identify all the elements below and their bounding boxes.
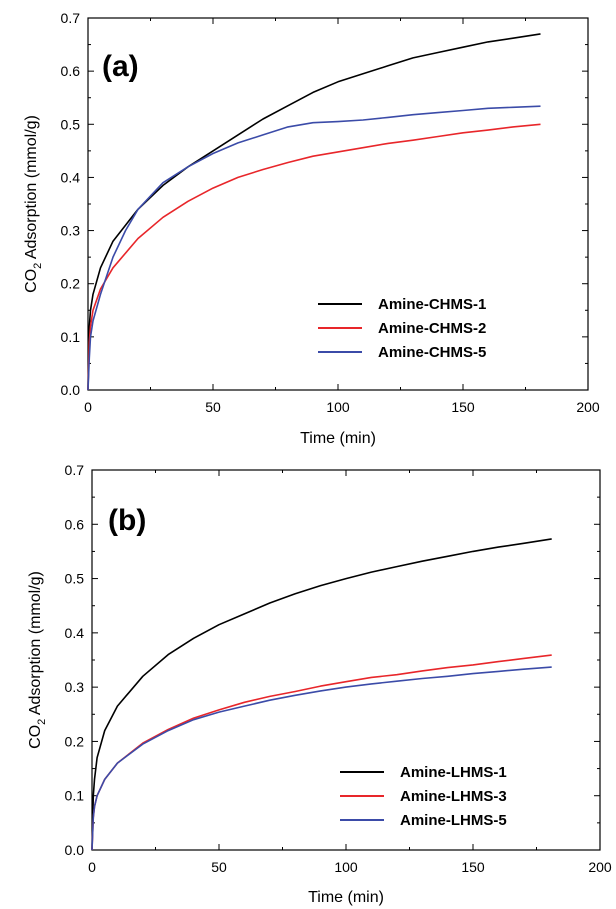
x-tick-label: 150 bbox=[461, 859, 485, 875]
x-axis-title: Time (min) bbox=[300, 430, 376, 447]
plot-frame bbox=[87, 17, 589, 391]
legend-label: Amine-CHMS-1 bbox=[378, 296, 486, 313]
y-axis-title: CO2 Adsorption (mmol/g) bbox=[27, 571, 48, 749]
series-line-amine-chms-2 bbox=[87, 123, 541, 391]
series-line-amine-lhms-5 bbox=[91, 666, 552, 851]
y-tick-label: 0.5 bbox=[61, 116, 81, 132]
legend-label: Amine-LHMS-3 bbox=[400, 788, 507, 805]
series-line-amine-lhms-1 bbox=[91, 538, 552, 851]
series-line-amine-chms-1 bbox=[87, 33, 541, 391]
y-tick-label: 0.2 bbox=[61, 276, 81, 292]
y-tick-label: 0.1 bbox=[61, 329, 81, 345]
x-tick-label: 0 bbox=[88, 859, 96, 875]
x-tick-label: 200 bbox=[576, 399, 600, 415]
x-tick-label: 100 bbox=[326, 399, 350, 415]
legend-label: Amine-LHMS-1 bbox=[400, 764, 507, 781]
chart-panel-b: 0 50 100 150 200 0.0 0.1 0.2 0.3 0.4 0.5 0.6 0.7 Time… bbox=[27, 462, 612, 906]
y-axis-title-suffix: Adsorption (mmol/g) bbox=[23, 115, 40, 263]
panel-label: (b) bbox=[108, 504, 146, 537]
x-tick-label: 0 bbox=[84, 399, 92, 415]
y-tick-label: 0.3 bbox=[65, 679, 85, 695]
series-line-amine-chms-5 bbox=[87, 105, 541, 391]
y-tick-label: 0.4 bbox=[61, 169, 81, 185]
y-tick-label: 0.7 bbox=[61, 10, 81, 26]
x-tick-label: 50 bbox=[205, 399, 221, 415]
y-axis-title-prefix: CO bbox=[23, 269, 40, 293]
y-tick-label: 0.2 bbox=[65, 733, 85, 749]
y-tick-label: 0.6 bbox=[65, 516, 85, 532]
chart-panel-a: 0 50 100 150 200 0.0 0.1 0.2 0.3 0.4 0.5 0.6 0.7 Time… bbox=[23, 10, 600, 447]
y-tick-label: 0.0 bbox=[65, 842, 85, 858]
y-tick-label: 0.7 bbox=[65, 462, 85, 478]
panel-label: (a) bbox=[102, 50, 139, 83]
legend-label: Amine-CHMS-2 bbox=[378, 320, 486, 337]
x-tick-label: 150 bbox=[451, 399, 475, 415]
x-tick-label: 50 bbox=[211, 859, 227, 875]
y-axis-title-subscript: 2 bbox=[32, 263, 44, 269]
legend-label: Amine-LHMS-5 bbox=[400, 812, 507, 829]
y-tick-label: 0.5 bbox=[65, 571, 85, 587]
y-axis-title: CO2 Adsorption (mmol/g) bbox=[23, 115, 44, 293]
x-axis-title: Time (min) bbox=[308, 889, 384, 906]
legend-label: Amine-CHMS-5 bbox=[378, 344, 486, 361]
plot-frame bbox=[91, 469, 601, 851]
y-axis-title-prefix: CO bbox=[27, 725, 44, 749]
y-tick-label: 0.3 bbox=[61, 223, 81, 239]
y-axis-title-suffix: Adsorption (mmol/g) bbox=[27, 571, 44, 719]
y-tick-label: 0.1 bbox=[65, 788, 85, 804]
x-tick-label: 200 bbox=[588, 859, 612, 875]
y-tick-label: 0.6 bbox=[61, 63, 81, 79]
x-tick-label: 100 bbox=[334, 859, 358, 875]
y-tick-label: 0.0 bbox=[61, 382, 81, 398]
y-axis-title-subscript: 2 bbox=[36, 719, 48, 725]
y-tick-label: 0.4 bbox=[65, 625, 85, 641]
